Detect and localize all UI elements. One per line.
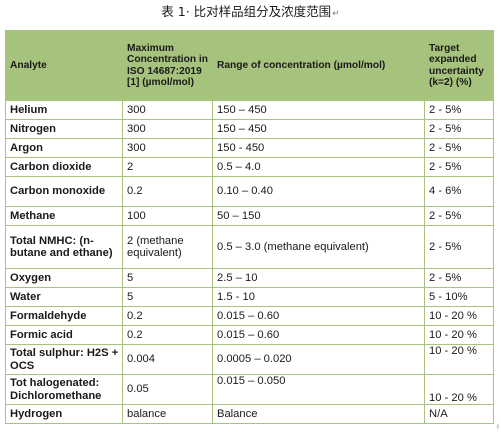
- uncertainty-cell: 2 - 5%: [424, 138, 494, 158]
- table-row: Formaldehyde 0.2 0.015 – 0.60 10 - 20 %: [5, 306, 494, 326]
- range-cell: 0.015 – 0.050: [212, 374, 425, 405]
- table-row: Nitrogen 300 150 – 450 2 - 5%: [5, 119, 494, 139]
- uncertainty-cell: 2 - 5%: [424, 119, 494, 139]
- uncertainty-cell: 2 - 5%: [424, 100, 494, 120]
- analyte-cell: Water: [5, 287, 123, 307]
- analyte-cell: Helium: [5, 100, 123, 120]
- table-row: Tot halogenated: Dichloromethane 0.05 0.…: [5, 374, 494, 405]
- uncertainty-cell: 10 - 20 %: [424, 306, 494, 326]
- range-cell: 0.0005 – 0.020: [212, 344, 425, 375]
- max-cell: 300: [122, 100, 213, 120]
- range-cell: 150 – 450: [212, 100, 425, 120]
- max-cell: 0.2: [122, 325, 213, 345]
- analyte-cell: Oxygen: [5, 268, 123, 288]
- range-cell: 2.5 – 10: [212, 268, 425, 288]
- analyte-cell: Argon: [5, 138, 123, 158]
- uncertainty-cell: 2 - 5%: [424, 206, 494, 226]
- max-cell: 0.004: [122, 344, 213, 375]
- max-cell: balance: [122, 404, 213, 424]
- header-analyte: Analyte: [5, 30, 123, 101]
- analyte-table: Analyte Maximum Concentration in ISO 146…: [5, 30, 494, 424]
- header-range: Range of concentration (µmol/mol): [212, 30, 425, 101]
- max-cell: 2: [122, 157, 213, 177]
- max-cell: 300: [122, 138, 213, 158]
- table-row: Oxygen 5 2.5 – 10 2 - 5%: [5, 268, 494, 288]
- uncertainty-cell: 4 - 6%: [424, 176, 494, 207]
- max-cell: 0.2: [122, 176, 213, 207]
- analyte-cell: Formic acid: [5, 325, 123, 345]
- range-cell: 50 – 150: [212, 206, 425, 226]
- range-cell: 0.015 – 0.60: [212, 306, 425, 326]
- range-cell: 0.10 – 0.40: [212, 176, 425, 207]
- uncertainty-cell: 5 - 10%: [424, 287, 494, 307]
- max-cell: 100: [122, 206, 213, 226]
- max-cell: 2 (methane equivalent): [122, 225, 213, 269]
- range-cell: 1.5 - 10: [212, 287, 425, 307]
- caption-text: 表 1· 比对样品组分及浓度范围: [161, 4, 332, 19]
- table-row: Water 5 1.5 - 10 5 - 10%: [5, 287, 494, 307]
- table-caption: 表 1· 比对样品组分及浓度范围↵: [0, 4, 501, 22]
- uncertainty-cell: 2 - 5%: [424, 157, 494, 177]
- table-row: Argon 300 150 - 450 2 - 5%: [5, 138, 494, 158]
- table-row: Total NMHC: (n-butane and ethane) 2 (met…: [5, 225, 494, 269]
- return-mark-icon: ↵: [332, 9, 340, 19]
- header-row: Analyte Maximum Concentration in ISO 146…: [5, 30, 494, 101]
- analyte-cell: Total NMHC: (n-butane and ethane): [5, 225, 123, 269]
- header-max-concentration: Maximum Concentration in ISO 14687:2019 …: [122, 30, 213, 101]
- analyte-cell: Hydrogen: [5, 404, 123, 424]
- uncertainty-cell: 2 - 5%: [424, 225, 494, 269]
- range-cell: Balance: [212, 404, 425, 424]
- uncertainty-cell: 2 - 5%: [424, 268, 494, 288]
- uncertainty-cell: 10 - 20 %: [424, 344, 494, 375]
- range-cell: 150 - 450: [212, 138, 425, 158]
- analyte-cell: Carbon monoxide: [5, 176, 123, 207]
- analyte-cell: Formaldehyde: [5, 306, 123, 326]
- max-cell: 0.05: [122, 374, 213, 405]
- uncertainty-cell: 10 - 20 %: [424, 374, 494, 405]
- max-cell: 5: [122, 287, 213, 307]
- table-row: Carbon monoxide 0.2 0.10 – 0.40 4 - 6%: [5, 176, 494, 207]
- max-cell: 300: [122, 119, 213, 139]
- table-row: Helium 300 150 – 450 2 - 5%: [5, 100, 494, 120]
- table-row: Total sulphur: H2S + OCS 0.004 0.0005 – …: [5, 344, 494, 375]
- uncertainty-cell: 10 - 20 %: [424, 325, 494, 345]
- max-cell: 0.2: [122, 306, 213, 326]
- uncertainty-cell: N/A: [424, 404, 494, 424]
- table-row: Methane 100 50 – 150 2 - 5%: [5, 206, 494, 226]
- analyte-cell: Total sulphur: H2S + OCS: [5, 344, 123, 375]
- analyte-cell: Tot halogenated: Dichloromethane: [5, 374, 123, 405]
- range-cell: 0.5 – 3.0 (methane equivalent): [212, 225, 425, 269]
- max-cell: 5: [122, 268, 213, 288]
- range-cell: 150 – 450: [212, 119, 425, 139]
- analyte-cell: Methane: [5, 206, 123, 226]
- range-cell: 0.015 – 0.60: [212, 325, 425, 345]
- analyte-cell: Carbon dioxide: [5, 157, 123, 177]
- header-uncertainty: Target expanded uncertainty (k=2) (%): [424, 30, 494, 101]
- table-row: Carbon dioxide 2 0.5 – 4.0 2 - 5%: [5, 157, 494, 177]
- range-cell: 0.5 – 4.0: [212, 157, 425, 177]
- table-row: Hydrogen balance Balance N/A: [5, 404, 494, 424]
- analyte-cell: Nitrogen: [5, 119, 123, 139]
- table-row: Formic acid 0.2 0.015 – 0.60 10 - 20 %: [5, 325, 494, 345]
- page-corner-mark: ɫ: [496, 424, 499, 431]
